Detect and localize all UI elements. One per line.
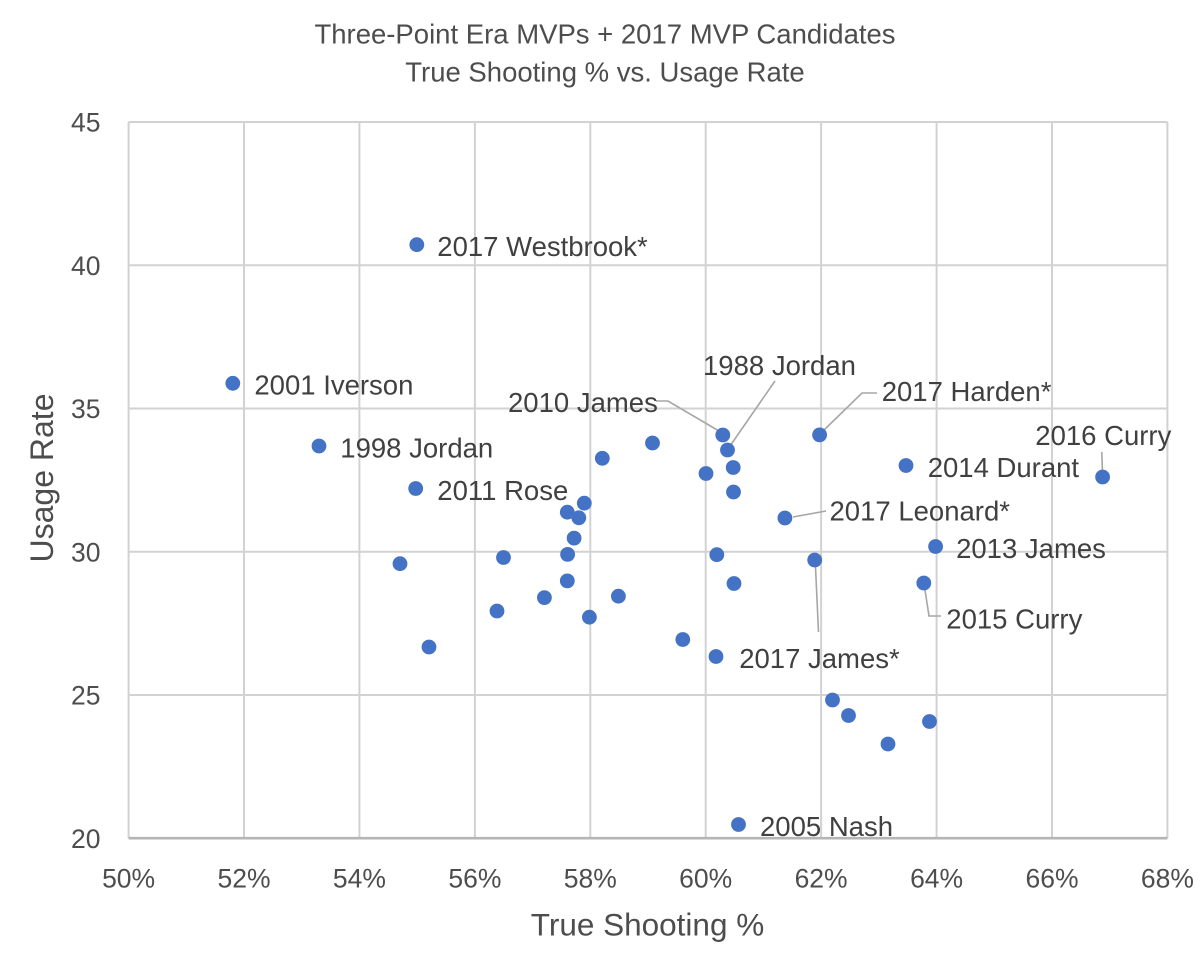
svg-text:True Shooting % vs. Usage Rate: True Shooting % vs. Usage Rate [405,57,804,88]
svg-text:56%: 56% [448,864,501,894]
svg-text:20: 20 [71,824,100,854]
svg-text:52%: 52% [217,864,270,894]
svg-text:2017 Leonard*: 2017 Leonard* [830,496,1011,527]
svg-text:62%: 62% [795,864,848,894]
svg-text:2001 Iverson: 2001 Iverson [254,370,413,401]
svg-text:2014 Durant: 2014 Durant [928,452,1080,483]
svg-text:68%: 68% [1141,864,1194,894]
svg-text:2005 Nash: 2005 Nash [760,811,893,842]
svg-text:2011 Rose: 2011 Rose [437,475,568,506]
svg-text:2015 Curry: 2015 Curry [946,604,1082,635]
svg-text:25: 25 [71,681,100,711]
svg-text:2017 Westbrook*: 2017 Westbrook* [437,231,648,262]
svg-text:2010 James: 2010 James [508,387,658,418]
svg-text:60%: 60% [679,864,732,894]
svg-text:2016 Curry: 2016 Curry [1035,420,1171,451]
svg-text:50%: 50% [102,864,155,894]
svg-text:40: 40 [71,251,100,281]
svg-text:True Shooting %: True Shooting % [531,907,764,943]
svg-text:66%: 66% [1025,864,1078,894]
svg-text:1998 Jordan: 1998 Jordan [340,432,493,463]
svg-text:Three-Point Era MVPs + 2017 MV: Three-Point Era MVPs + 2017 MVP Candidat… [314,19,895,50]
svg-text:58%: 58% [564,864,617,894]
svg-text:54%: 54% [333,864,386,894]
svg-text:2017 Harden*: 2017 Harden* [882,376,1052,407]
svg-text:1988 Jordan: 1988 Jordan [703,350,856,381]
svg-text:45: 45 [71,108,100,138]
svg-text:64%: 64% [910,864,963,894]
svg-text:35: 35 [71,394,100,424]
svg-text:Usage Rate: Usage Rate [24,394,60,563]
svg-text:30: 30 [71,537,100,567]
svg-text:2013 James: 2013 James [956,533,1106,564]
svg-text:2017 James*: 2017 James* [739,643,900,674]
